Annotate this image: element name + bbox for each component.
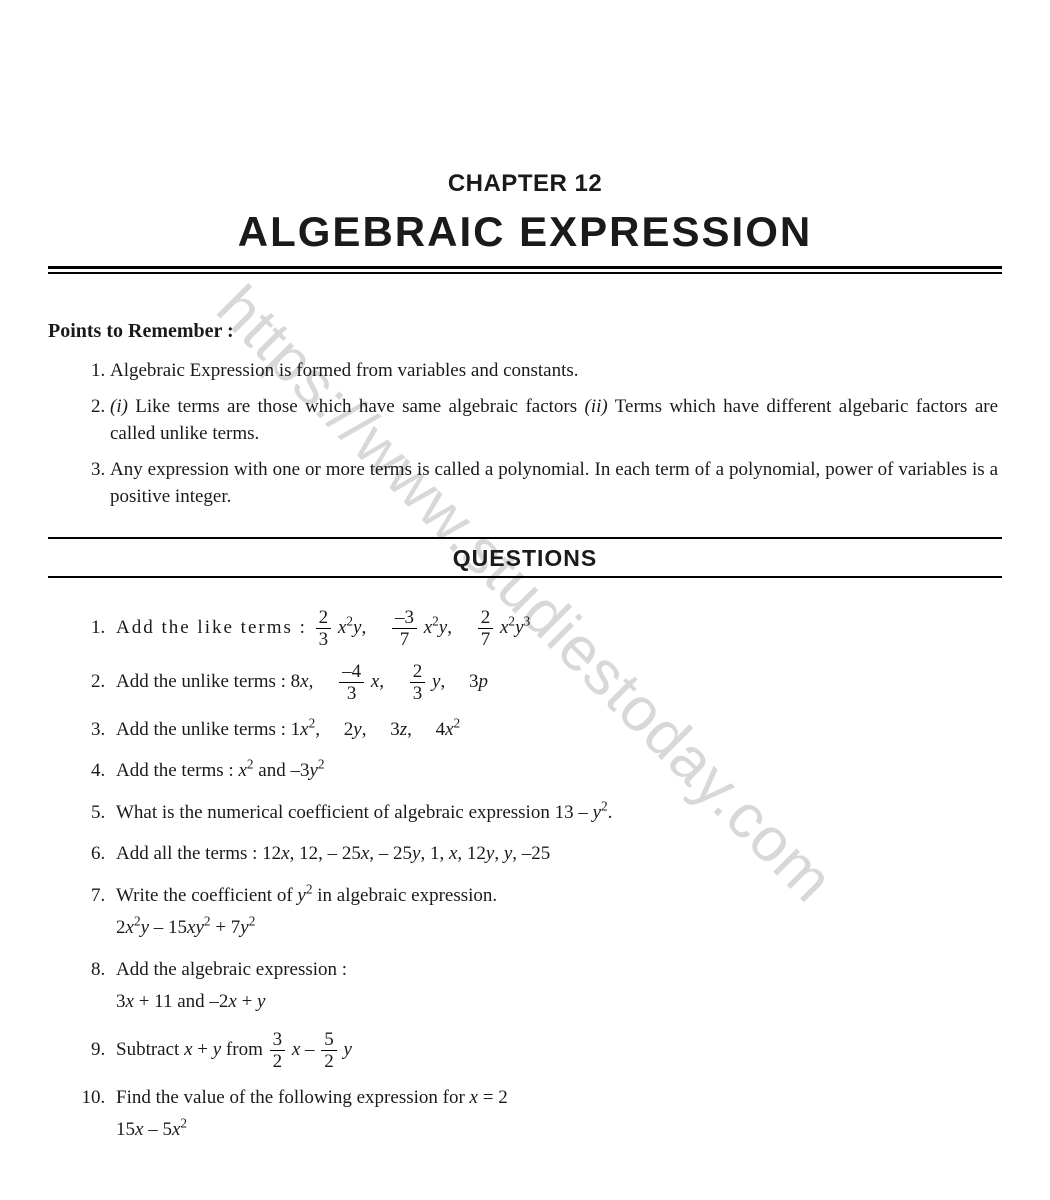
title-rule — [48, 266, 1002, 274]
fraction: 27 — [478, 608, 494, 649]
question-item: What is the numerical coefficient of alg… — [110, 799, 1002, 828]
question-item: Add all the terms : 12x, 12, – 25x, – 25… — [110, 840, 1002, 869]
fraction: –43 — [339, 662, 364, 703]
question-item: Add the unlike terms : 8x, –43 x, 23 y, … — [110, 662, 1002, 703]
chapter-label: CHAPTER 12 — [48, 170, 1002, 198]
questions-rule-top — [48, 537, 1002, 539]
question-item: Add the unlike terms : 1x2, 2y, 3z, 4x2 — [110, 716, 1002, 745]
questions-header: QUESTIONS — [48, 541, 1002, 576]
point-item: Algebraic Expression is formed from vari… — [110, 357, 1002, 385]
q8-expression: 3x + 11 and –2x + y — [116, 988, 1002, 1017]
question-item: Add the algebraic expression : 3x + 11 a… — [110, 956, 1002, 1017]
question-item: Subtract x + y from 32 x – 52 y — [110, 1030, 1002, 1071]
fraction: 32 — [270, 1030, 286, 1071]
q2-lead: Add the unlike terms : — [116, 671, 291, 692]
point-item: Any expression with one or more terms is… — [110, 456, 1002, 511]
chapter-title: ALGEBRAIC EXPRESSION — [48, 208, 1002, 256]
points-list: Algebraic Expression is formed from vari… — [48, 357, 1002, 511]
points-header: Points to Remember : — [48, 320, 1002, 343]
question-item: Add the terms : x2 and –3y2 — [110, 757, 1002, 786]
fraction: 23 — [316, 608, 332, 649]
questions-rule-bottom — [48, 576, 1002, 578]
q7-expression: 2x2y – 15xy2 + 7y2 — [116, 914, 1002, 943]
q8-lead: Add the algebraic expression : — [116, 959, 347, 980]
question-item: Write the coefficient of y2 in algebraic… — [110, 882, 1002, 943]
q1-lead: Add the like terms : — [116, 617, 314, 638]
fraction: 52 — [321, 1030, 337, 1071]
fraction: 23 — [410, 662, 426, 703]
page-content: CHAPTER 12 ALGEBRAIC EXPRESSION Points t… — [48, 170, 1002, 1145]
fraction: –37 — [392, 608, 417, 649]
q10-expression: 15x – 5x2 — [116, 1116, 1002, 1145]
point-item: (i) Like terms are those which have same… — [110, 393, 1002, 448]
question-item: Add the like terms : 23 x2y, –37 x2y, 27… — [110, 608, 1002, 649]
question-item: Find the value of the following expressi… — [110, 1084, 1002, 1145]
questions-list: Add the like terms : 23 x2y, –37 x2y, 27… — [48, 608, 1002, 1145]
